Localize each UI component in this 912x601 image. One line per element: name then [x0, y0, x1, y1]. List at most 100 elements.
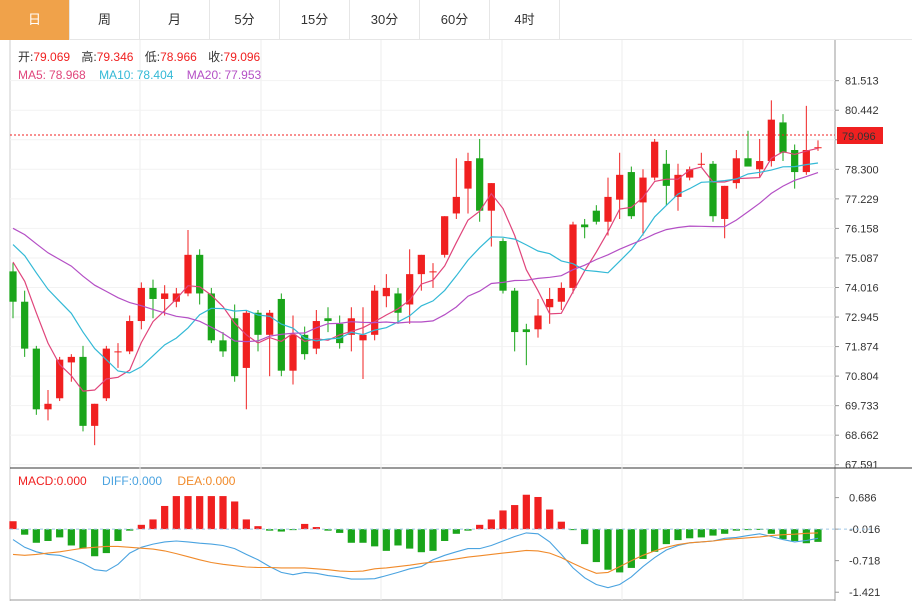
candle-body [172, 293, 180, 302]
macd-y-tick-label: -0.718 [849, 556, 880, 568]
candle-body [114, 351, 122, 353]
tab-day[interactable]: 日 [0, 0, 70, 40]
macd-bar [604, 529, 612, 570]
macd-bar [511, 505, 519, 530]
candle-body [499, 241, 507, 291]
candle-body [67, 356, 75, 363]
dea-value: 0.000 [205, 474, 235, 488]
ma10-label: MA10: [99, 68, 134, 82]
macd-bar [534, 496, 542, 530]
macd-bar [324, 529, 332, 531]
y-tick-label: 78.300 [845, 164, 879, 176]
candle-body [219, 340, 227, 352]
macd-bar [91, 529, 99, 557]
ma10-value: 78.404 [137, 68, 174, 82]
grid-lines [9, 40, 912, 601]
macd-bar [686, 529, 694, 539]
candle-body [814, 147, 822, 149]
candle-body [21, 301, 29, 349]
candle-body [732, 158, 740, 184]
macd-bar [219, 496, 227, 530]
macd-bar [616, 529, 624, 573]
macd-bar [674, 529, 682, 541]
y-tick-label: 71.874 [845, 342, 879, 354]
candle-body [534, 315, 542, 330]
y-tick-label: 75.087 [845, 253, 879, 265]
candle-body [511, 290, 519, 333]
macd-bar [231, 501, 239, 530]
ma10-line [12, 162, 819, 374]
candle-body [697, 163, 705, 165]
macd-label: MACD: [18, 474, 57, 488]
candle-body [406, 274, 414, 305]
macd-bar [464, 529, 472, 531]
y-tick-label: 67.591 [845, 460, 879, 472]
dea-line [12, 532, 819, 574]
macd-bar [557, 521, 565, 530]
candle-body [557, 287, 565, 302]
tab-30min[interactable]: 30分 [350, 0, 420, 40]
macd-bar [359, 529, 367, 543]
candle-body [627, 172, 635, 217]
candle-body [744, 158, 752, 167]
candle-body [56, 359, 64, 399]
candle-body [452, 196, 460, 214]
macd-bar [312, 527, 320, 530]
tab-week[interactable]: 周 [70, 0, 140, 40]
macd-bar [184, 496, 192, 530]
candle-body [522, 329, 530, 333]
macd-bar [161, 505, 169, 530]
tab-4hour[interactable]: 4时 [490, 0, 560, 40]
candle-body [581, 224, 589, 228]
macd-legend: MACD:0.000 DIFF:0.000 DEA:0.000 [18, 474, 236, 488]
tab-month[interactable]: 月 [140, 0, 210, 40]
macd-bar [429, 529, 437, 551]
open-label: 开: [18, 50, 33, 64]
candle-body [674, 174, 682, 197]
candle-body [464, 161, 472, 189]
macd-value: 0.000 [57, 474, 87, 488]
macd-bar [406, 529, 414, 549]
candle-body [161, 293, 169, 299]
candle-body [231, 318, 239, 377]
candle-body [417, 254, 425, 275]
macd-bar [581, 529, 589, 545]
y-tick-label: 70.804 [845, 371, 879, 383]
tab-60min[interactable]: 60分 [420, 0, 490, 40]
macd-bar [802, 529, 810, 544]
y-tick-label: 81.513 [845, 76, 879, 88]
macd-bar [487, 519, 495, 530]
candle-body [266, 312, 274, 335]
macd-bar [9, 521, 17, 530]
y-tick-label: 77.229 [845, 194, 879, 206]
candle-body [382, 287, 390, 297]
macd-bar [102, 529, 110, 554]
macd-bar [137, 524, 145, 530]
macd-bar [394, 529, 402, 546]
macd-bar [277, 529, 285, 532]
ma20-line [12, 172, 819, 343]
macd-bar [149, 519, 157, 530]
macd-bar [709, 529, 717, 536]
macd-lines [12, 532, 819, 589]
macd-bar [721, 529, 729, 534]
candle-body [289, 334, 297, 371]
macd-bar [569, 529, 577, 531]
macd-bar [382, 529, 390, 551]
macd-bar [651, 529, 659, 552]
tab-5min[interactable]: 5分 [210, 0, 280, 40]
macd-histogram [9, 494, 822, 573]
macd-bar [32, 529, 40, 543]
tab-15min[interactable]: 15分 [280, 0, 350, 40]
macd-bar [347, 529, 355, 543]
high-label: 高: [81, 49, 96, 64]
macd-axis: 0.686 -0.016 -0.718 -1.421 [10, 493, 880, 599]
open-value: 79.069 [33, 50, 70, 64]
candle-body [686, 169, 694, 178]
macd-bar [697, 529, 705, 538]
dea-label: DEA: [177, 474, 205, 488]
macd-bar [546, 509, 554, 530]
candle-body [429, 271, 437, 273]
macd-bar [767, 529, 775, 534]
ma20-value: 77.953 [224, 68, 261, 82]
